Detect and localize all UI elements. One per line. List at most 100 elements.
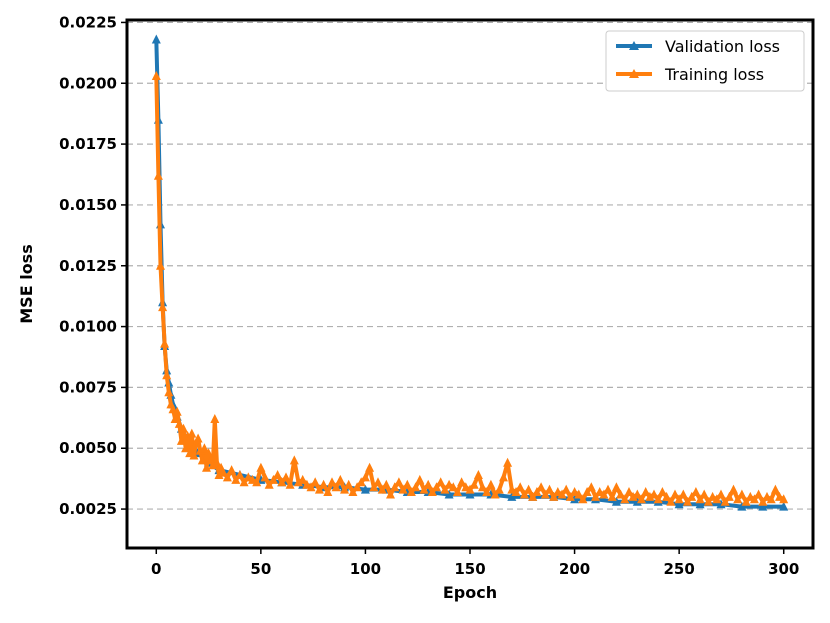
data-point: [436, 477, 446, 487]
data-point: [758, 496, 768, 506]
data-point: [469, 479, 479, 489]
data-point: [170, 414, 180, 423]
data-point: [440, 484, 450, 494]
data-point: [273, 470, 283, 479]
data-point: [208, 460, 218, 470]
data-point: [524, 484, 534, 494]
y-tick-label: 0.0225: [59, 13, 117, 31]
data-point: [181, 443, 191, 453]
data-point: [195, 445, 205, 455]
data-point: [611, 496, 621, 506]
data-point: [172, 406, 182, 416]
data-point: [699, 489, 709, 499]
data-point: [478, 482, 487, 492]
data-point: [545, 484, 554, 494]
data-point: [695, 494, 705, 504]
data-point: [637, 494, 646, 504]
y-tick-label: 0.0175: [59, 135, 117, 153]
data-point: [381, 479, 391, 489]
data-point: [532, 487, 542, 496]
data-point: [632, 489, 642, 499]
data-point: [210, 414, 220, 423]
x-tick-label: 50: [250, 560, 271, 578]
legend-marker-validation: [629, 41, 639, 50]
data-point: [386, 489, 395, 499]
data-point: [632, 496, 642, 506]
y-tick-label: 0.0150: [59, 196, 117, 214]
data-point: [729, 484, 738, 494]
data-point: [570, 494, 580, 504]
data-point: [156, 260, 165, 270]
data-point: [158, 302, 168, 312]
data-point: [448, 482, 458, 492]
data-point: [645, 491, 655, 501]
data-point: [674, 494, 684, 504]
data-point: [340, 484, 349, 494]
data-point: [360, 484, 370, 494]
data-point: [511, 487, 521, 496]
data-point: [427, 487, 437, 496]
data-point: [465, 484, 475, 494]
data-point: [162, 370, 172, 380]
data-point: [703, 496, 713, 506]
data-point: [662, 491, 672, 501]
data-point: [754, 489, 764, 499]
data-point: [153, 170, 163, 180]
data-point: [624, 487, 634, 496]
data-point: [406, 487, 416, 496]
data-point: [766, 494, 776, 504]
data-point: [490, 489, 500, 499]
data-point: [557, 489, 567, 499]
data-point: [720, 496, 730, 506]
data-point: [737, 501, 747, 511]
data-point: [176, 435, 186, 445]
data-point: [151, 71, 161, 80]
data-point: [779, 494, 789, 504]
data-point: [565, 491, 575, 501]
data-point: [657, 487, 667, 496]
data-point: [314, 484, 324, 494]
data-point: [191, 438, 201, 448]
data-point: [779, 501, 789, 511]
data-point: [741, 496, 751, 506]
data-point: [164, 387, 174, 397]
data-point: [160, 338, 170, 348]
data-point: [398, 484, 408, 494]
data-point: [360, 472, 370, 482]
data-point: [578, 494, 588, 504]
legend: Validation loss Training loss: [605, 30, 805, 92]
y-tick-label: 0.0200: [59, 74, 117, 92]
data-point: [607, 491, 617, 501]
data-point: [561, 484, 571, 494]
x-tick-label: 0: [151, 560, 161, 578]
data-point: [649, 489, 659, 499]
data-point: [344, 479, 354, 489]
data-point: [549, 491, 559, 501]
grid-lines: [127, 21, 813, 510]
data-point: [586, 482, 596, 492]
data-point: [540, 489, 550, 499]
data-point: [620, 494, 630, 504]
y-axis-title: MSE loss: [17, 244, 36, 323]
data-point: [294, 477, 303, 487]
data-point: [444, 489, 454, 499]
x-tick-label: 200: [559, 560, 590, 578]
data-point: [310, 477, 320, 487]
data-point: [528, 491, 538, 501]
data-point: [218, 467, 228, 477]
data-point: [691, 487, 701, 496]
data-point: [202, 462, 211, 472]
x-tick-label: 250: [663, 560, 694, 578]
data-point: [204, 448, 214, 458]
data-point: [582, 487, 592, 496]
data-point: [335, 474, 345, 484]
data-point: [758, 501, 768, 511]
data-point: [670, 489, 680, 499]
data-point: [499, 472, 508, 482]
x-axis-title: Epoch: [443, 583, 497, 602]
data-point: [356, 477, 366, 487]
data-point: [227, 465, 237, 475]
data-point: [377, 484, 387, 494]
